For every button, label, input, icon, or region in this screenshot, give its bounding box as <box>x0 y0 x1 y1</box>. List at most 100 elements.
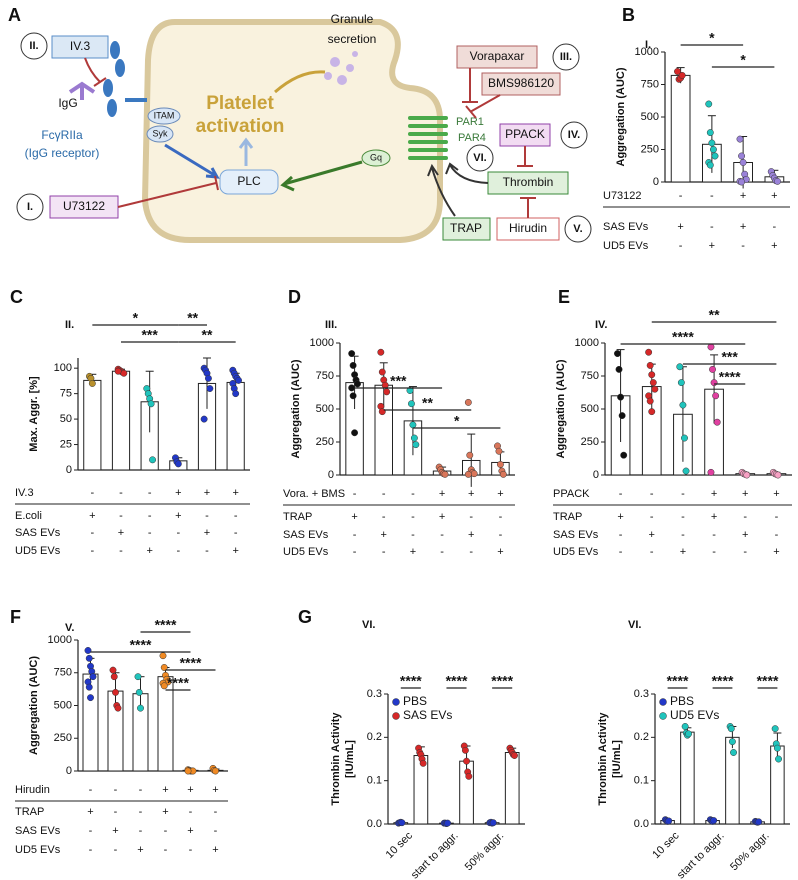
inhibitor-circle <box>552 43 580 71</box>
data-point <box>85 683 93 691</box>
data-point <box>112 688 119 696</box>
condition-sign: - <box>712 546 716 558</box>
condition-sign: - <box>710 190 714 202</box>
condition-sign: - <box>411 488 415 500</box>
x-tick-label: start to aggr. <box>409 830 461 880</box>
condition-sign: + <box>146 545 152 557</box>
data-point <box>771 725 779 733</box>
significance-label: * <box>454 413 460 429</box>
data-point <box>354 380 361 388</box>
data-point <box>648 408 656 416</box>
condition-sign: - <box>681 511 685 523</box>
data-point <box>676 363 684 371</box>
data-point <box>160 682 168 690</box>
condition-sign: - <box>114 844 118 856</box>
condition-sign: - <box>679 240 683 252</box>
legend-label: PBS <box>403 694 427 708</box>
syk-arrow <box>164 143 220 179</box>
trap-arrow <box>427 163 456 217</box>
condition-sign: + <box>497 546 503 558</box>
condition-sign: - <box>90 545 94 557</box>
data-point <box>730 749 737 756</box>
ppack-label: PPACK <box>505 127 545 141</box>
condition-sign: - <box>411 529 415 541</box>
data-point <box>212 767 219 775</box>
activation-label: Platelet <box>206 93 274 114</box>
inhibitor-circle <box>560 121 588 149</box>
y-tick-label: 0.0 <box>367 818 382 830</box>
data-point <box>645 348 653 356</box>
y-tick-label: 750 <box>641 78 659 90</box>
condition-sign: + <box>711 488 717 500</box>
significance-label: **** <box>130 637 152 653</box>
condition-sign: + <box>439 488 445 500</box>
bar <box>111 370 131 471</box>
granule-label: Granule <box>331 12 374 26</box>
condition-sign: + <box>711 511 717 523</box>
y-tick-label: 0 <box>66 464 72 476</box>
par1-label: PAR1 <box>456 116 484 128</box>
condition-name: SAS EVs <box>15 527 61 539</box>
inhibition-line <box>462 68 501 119</box>
data-point <box>685 730 692 738</box>
condition-sign: + <box>497 488 503 500</box>
data-point <box>713 418 721 426</box>
x-tick-label: 50% aggr. <box>463 830 507 874</box>
data-point <box>709 146 717 153</box>
condition-sign: + <box>468 488 474 500</box>
condition-sign: - <box>189 844 193 856</box>
condition-sign: + <box>175 487 181 499</box>
data-point <box>681 434 688 442</box>
data-point <box>135 688 143 696</box>
panel-letter: D <box>288 287 301 307</box>
condition-sign: - <box>114 806 118 818</box>
data-point <box>109 666 117 674</box>
igg-icon <box>68 81 96 100</box>
condition-sign: - <box>650 511 654 523</box>
y-tick-label: 750 <box>581 370 599 382</box>
data-point <box>348 384 356 392</box>
condition-sign: + <box>187 784 193 796</box>
condition-sign: - <box>382 511 386 523</box>
data-point <box>464 398 472 406</box>
condition-sign: - <box>499 511 503 523</box>
data-point <box>383 388 391 396</box>
condition-sign: - <box>119 510 123 522</box>
data-point <box>206 385 214 392</box>
y-tick-label: 1000 <box>310 337 334 349</box>
y-tick-label: 1000 <box>635 46 659 58</box>
data-point <box>441 470 449 478</box>
condition-sign: - <box>119 487 123 499</box>
activation-arrow <box>238 137 254 166</box>
inhibitor-number: III. <box>560 51 572 63</box>
panel-letter: B <box>622 5 635 25</box>
legend-label: SAS EVs <box>403 708 452 722</box>
iv3-box <box>51 35 109 59</box>
data-point <box>708 139 716 147</box>
condition-sign: - <box>650 546 654 558</box>
condition-sign: + <box>740 221 746 233</box>
data-point <box>349 361 357 369</box>
significance-label: *** <box>390 373 407 389</box>
inhibitor-circle <box>564 215 592 243</box>
data-point <box>114 367 122 375</box>
data-point <box>174 460 182 468</box>
data-point <box>160 664 168 671</box>
condition-sign: - <box>440 529 444 541</box>
condition-sign: - <box>619 488 623 500</box>
y-tick-label: 500 <box>316 403 334 415</box>
inhibition-line <box>84 57 107 87</box>
data-point <box>710 379 718 387</box>
igg-label: IgG <box>58 96 77 110</box>
inhibitor-number: IV. <box>568 129 580 141</box>
data-point <box>617 393 625 401</box>
significance-label: **** <box>400 673 422 689</box>
activation-label: activation <box>196 116 285 137</box>
condition-sign: - <box>205 510 209 522</box>
significance-label: **** <box>491 673 513 689</box>
significance-label: * <box>709 30 715 46</box>
data-point <box>618 412 626 420</box>
secretion-label: secretion <box>328 32 377 46</box>
significance-label: **** <box>757 673 779 689</box>
significance-label: **** <box>672 329 694 345</box>
